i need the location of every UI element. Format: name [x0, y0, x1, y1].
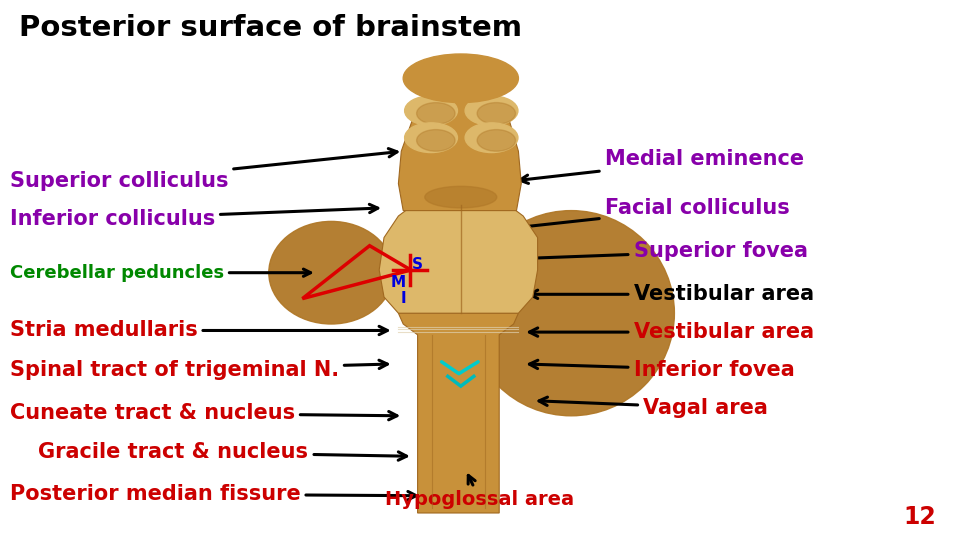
Text: Stria medullaris: Stria medullaris — [10, 320, 388, 341]
Text: Cuneate tract & nucleus: Cuneate tract & nucleus — [10, 403, 397, 423]
Text: Vestibular area: Vestibular area — [529, 322, 814, 342]
Ellipse shape — [403, 54, 518, 103]
Text: 12: 12 — [903, 505, 936, 529]
Ellipse shape — [468, 211, 674, 416]
Text: M: M — [391, 275, 406, 290]
Ellipse shape — [477, 103, 516, 124]
Ellipse shape — [417, 130, 455, 151]
Text: Spinal tract of trigeminal N.: Spinal tract of trigeminal N. — [10, 360, 388, 380]
Text: Inferior colliculus: Inferior colliculus — [10, 204, 378, 229]
Text: Facial colliculus: Facial colliculus — [505, 198, 789, 232]
Text: Vestibular area: Vestibular area — [529, 284, 814, 305]
Text: Superior colliculus: Superior colliculus — [10, 148, 397, 191]
Polygon shape — [398, 86, 521, 211]
Text: Cerebellar peduncles: Cerebellar peduncles — [10, 264, 311, 282]
Text: Inferior fovea: Inferior fovea — [529, 360, 794, 380]
Ellipse shape — [465, 96, 518, 126]
Text: Posterior median fissure: Posterior median fissure — [10, 484, 417, 504]
Ellipse shape — [424, 186, 497, 208]
Ellipse shape — [417, 103, 455, 124]
Polygon shape — [379, 205, 538, 313]
Ellipse shape — [405, 123, 457, 152]
Text: S: S — [412, 257, 423, 272]
Text: Posterior surface of brainstem: Posterior surface of brainstem — [19, 14, 522, 42]
Text: Vagal area: Vagal area — [539, 397, 768, 418]
Ellipse shape — [269, 221, 394, 324]
Text: Gracile tract & nucleus: Gracile tract & nucleus — [38, 442, 407, 462]
Polygon shape — [398, 313, 518, 513]
Text: Hypoglossal area: Hypoglossal area — [385, 475, 575, 509]
Text: Superior fovea: Superior fovea — [510, 241, 807, 263]
Text: Medial eminence: Medial eminence — [519, 149, 804, 184]
Ellipse shape — [465, 123, 518, 152]
Ellipse shape — [477, 130, 516, 151]
Text: I: I — [400, 291, 406, 306]
Ellipse shape — [405, 96, 457, 126]
